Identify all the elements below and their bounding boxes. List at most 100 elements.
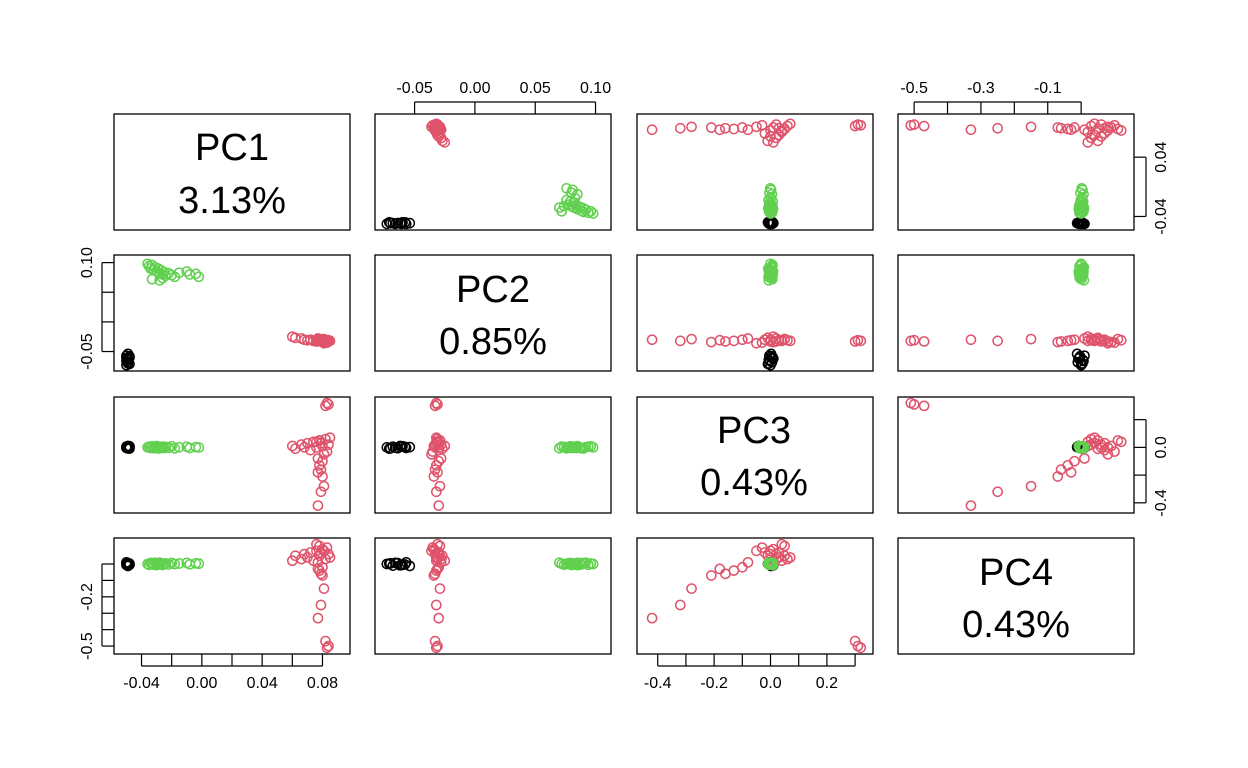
scatter-point-pc1-vs-pc3-39 bbox=[321, 397, 333, 409]
tick-label-right-pc1-0: 0.04 bbox=[1153, 142, 1170, 173]
scatter-point-pc1-vs-pc2-11 bbox=[121, 352, 132, 364]
scatter-point-pc2-vs-pc4-33 bbox=[428, 570, 440, 581]
scatter-point-pc1-vs-pc3-31 bbox=[315, 464, 327, 475]
scatter-point-pc4-vs-pc3-39 bbox=[905, 397, 917, 409]
scatter-point-pc1-vs-pc4-38 bbox=[323, 640, 334, 652]
scatter-point-pc2-vs-pc4-27 bbox=[432, 547, 443, 558]
scatter-point-pc1-vs-pc3-53 bbox=[158, 442, 170, 454]
scatter-point-pc3-vs-pc2-39 bbox=[855, 335, 867, 347]
tick-label-bottom-pc1-0: -0.04 bbox=[123, 675, 160, 692]
scatter-point-pc3-vs-pc2-27 bbox=[773, 334, 785, 346]
scatter-point-pc4-vs-pc2-26 bbox=[1102, 337, 1114, 349]
scatter-point-pc1-vs-pc3-34 bbox=[318, 480, 330, 492]
scatter-point-pc1-vs-pc2-65 bbox=[157, 272, 168, 284]
scatter-point-pc2-vs-pc1-62 bbox=[561, 182, 572, 194]
scatter-point-pc2-vs-pc3-31 bbox=[429, 464, 441, 475]
scatter-point-pc1-vs-pc4-58 bbox=[173, 558, 185, 569]
scatter-point-pc4-vs-pc1-41 bbox=[1115, 125, 1127, 136]
scatter-point-pc1-vs-pc3-62 bbox=[193, 442, 205, 453]
scatter-point-pc1-vs-pc3-36 bbox=[312, 500, 324, 511]
panel-frame-r2-c3 bbox=[636, 254, 874, 372]
scatter-point-pc2-vs-pc1-39 bbox=[430, 119, 442, 131]
scatter-point-pc1-vs-pc2-58 bbox=[173, 267, 185, 279]
scatter-point-pc3-vs-pc2-26 bbox=[751, 337, 762, 349]
scatter-point-pc2-vs-pc4-26 bbox=[426, 545, 437, 557]
tick-label-bottom-pc3-2: -0.2 bbox=[700, 675, 728, 692]
scatter-point-pc3-vs-pc1-31 bbox=[720, 122, 731, 134]
scatter-point-pc1-vs-pc4-64 bbox=[154, 557, 165, 569]
pc4-variance-label: 0.43% bbox=[962, 604, 1070, 646]
scatter-point-pc2-vs-pc3-65 bbox=[558, 441, 570, 453]
scatter-point-pc2-vs-pc4-11 bbox=[395, 559, 407, 571]
scatter-point-pc4-vs-pc3-36 bbox=[965, 500, 977, 511]
scatter-point-pc3-vs-pc1-41 bbox=[776, 125, 788, 136]
scatter-point-pc2-vs-pc1-64 bbox=[553, 202, 565, 213]
scatter-point-pc1-vs-pc3-18 bbox=[308, 436, 319, 448]
panel-frame-r2-c1 bbox=[113, 254, 351, 372]
scatter-point-pc2-vs-pc3-59 bbox=[572, 441, 583, 453]
scatter-point-pc4-vs-pc2-65 bbox=[1074, 272, 1086, 284]
scatter-point-pc3-vs-pc1-33 bbox=[705, 122, 717, 133]
scatter-point-pc4-vs-pc1-24 bbox=[1095, 119, 1107, 130]
scatter-point-pc4-vs-pc2-36 bbox=[965, 334, 977, 346]
tick-label-left-pc2-0: 0.10 bbox=[79, 247, 96, 278]
scatter-point-pc2-vs-pc3-10 bbox=[385, 443, 396, 454]
scatter-point-pc1-vs-pc2-62 bbox=[193, 271, 205, 283]
scatter-point-pc1-vs-pc4-29 bbox=[317, 561, 328, 573]
scatter-point-pc3-vs-pc2-34 bbox=[686, 333, 697, 345]
scatter-point-pc3-vs-pc1-39 bbox=[855, 119, 867, 131]
scatter-point-pc3-vs-pc4-39 bbox=[855, 642, 867, 654]
scatter-point-pc2-vs-pc4-37 bbox=[429, 635, 441, 647]
scatter-point-pc4-vs-pc2-39 bbox=[905, 335, 917, 347]
scatter-point-pc4-vs-pc2-23 bbox=[1109, 337, 1120, 348]
scatter-point-pc4-vs-pc2-27 bbox=[1099, 334, 1110, 346]
scatter-point-pc4-vs-pc2-35 bbox=[992, 335, 1003, 347]
scatter-point-pc3-vs-pc1-27 bbox=[773, 122, 785, 134]
scatter-point-pc1-vs-pc3-11 bbox=[121, 441, 132, 452]
scatter-point-pc4-vs-pc2-25 bbox=[1089, 335, 1100, 347]
scatter-point-pc2-vs-pc3-40 bbox=[434, 435, 446, 446]
panel-frame-r3-c1 bbox=[113, 396, 351, 514]
scatter-point-pc1-vs-pc3-10 bbox=[122, 443, 134, 454]
scatter-point-pc4-vs-pc1-36 bbox=[965, 124, 977, 136]
tick-label-left-pc4-2: -0.2 bbox=[79, 583, 96, 611]
scatter-point-pc3-vs-pc1-29 bbox=[736, 122, 748, 133]
scatter-point-pc4-vs-pc2-37 bbox=[918, 336, 930, 347]
scatter-point-pc2-vs-pc3-35 bbox=[430, 486, 442, 498]
tick-label-right-pc1-1: -0.04 bbox=[1153, 198, 1170, 235]
tick-label-bottom-pc3-6: 0.2 bbox=[816, 675, 838, 692]
scatter-point-pc2-vs-pc4-39 bbox=[430, 642, 442, 654]
scatter-point-pc3-vs-pc4-35 bbox=[674, 599, 686, 611]
scatter-point-pc3-vs-pc4-33 bbox=[705, 570, 717, 581]
scatter-point-pc2-vs-pc3-45 bbox=[585, 441, 597, 452]
panel-frame-r3-c2 bbox=[374, 396, 612, 514]
scatter-point-pc2-vs-pc4-34 bbox=[434, 583, 446, 594]
scatter-point-pc3-vs-pc2-28 bbox=[742, 333, 754, 344]
scatter-point-pc4-vs-pc3-37 bbox=[918, 400, 930, 412]
scatter-point-pc3-vs-pc2-33 bbox=[705, 336, 717, 348]
scatter-point-pc2-vs-pc1-40 bbox=[434, 123, 446, 135]
scatter-point-pc4-vs-pc3-33 bbox=[1052, 471, 1064, 482]
scatter-point-pc4-vs-pc1-35 bbox=[992, 122, 1003, 134]
scatter-point-pc1-vs-pc3-35 bbox=[315, 486, 327, 498]
panel-frame-r4-c4 bbox=[897, 537, 1135, 655]
scatter-point-pc3-vs-pc4-65 bbox=[766, 559, 777, 570]
panel-frame-r2-c2 bbox=[374, 254, 612, 372]
scatter-point-pc4-vs-pc1-11 bbox=[1073, 218, 1085, 230]
scatter-point-pc1-vs-pc4-33 bbox=[317, 570, 328, 581]
scatter-point-pc4-vs-pc3-32 bbox=[1065, 466, 1077, 478]
scatter-point-pc2-vs-pc1-61 bbox=[567, 184, 578, 196]
scatter-point-pc2-vs-pc4-41 bbox=[432, 538, 443, 550]
scatter-point-pc3-vs-pc4-26 bbox=[751, 545, 762, 557]
scatter-point-pc2-vs-pc4-40 bbox=[434, 540, 446, 552]
tick-label-top-pc2-1: 0.00 bbox=[459, 80, 490, 97]
scatter-point-pc4-vs-pc3-65 bbox=[1074, 441, 1086, 453]
scatter-point-pc2-vs-pc4-59 bbox=[572, 557, 583, 569]
scatter-point-pc1-vs-pc3-65 bbox=[157, 441, 168, 453]
scatter-point-pc2-vs-pc3-28 bbox=[435, 453, 447, 464]
scatter-point-pc1-vs-pc4-41 bbox=[311, 538, 322, 550]
scatter-point-pc2-vs-pc1-10 bbox=[385, 217, 396, 229]
panel-frame-r1-c2 bbox=[374, 113, 612, 231]
scatter-point-pc3-vs-pc1-28 bbox=[742, 124, 754, 136]
scatter-point-pc1-vs-pc4-39 bbox=[321, 642, 333, 654]
